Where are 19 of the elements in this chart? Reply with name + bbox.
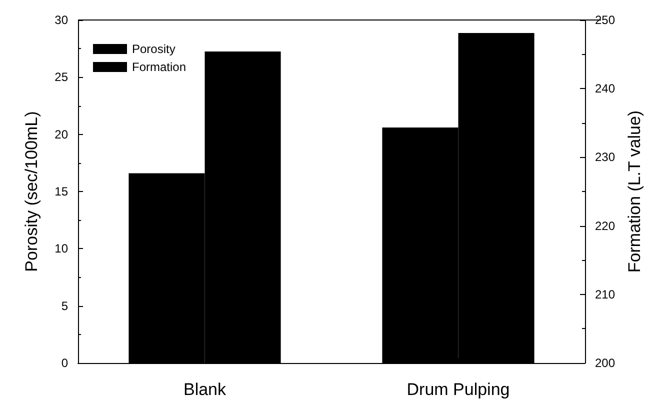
y-tick-label: 5: [61, 298, 68, 313]
y2-tick-label: 200: [595, 356, 616, 370]
y2-tick-label: 220: [595, 218, 616, 233]
y2-axis-title: Formation (L.T value): [624, 110, 644, 273]
y-tick-label: 10: [54, 242, 68, 256]
x-tick-label: Blank: [183, 380, 227, 399]
y-tick-label: 25: [54, 70, 68, 84]
y2-tick-label: 240: [595, 82, 616, 96]
y-axis-title: Porosity (sec/100mL): [22, 111, 41, 272]
y-tick-label: 20: [54, 127, 68, 142]
y-tick-label: 0: [61, 356, 68, 370]
legend-label: Porosity: [132, 42, 176, 56]
y2-tick-label: 250: [595, 13, 616, 27]
y2-tick-label: 210: [595, 287, 616, 302]
x-tick-label: Drum Pulping: [406, 380, 510, 399]
y2-tick-label: 230: [595, 150, 616, 164]
y-tick-label: 30: [54, 13, 68, 27]
legend-label: Formation: [132, 60, 186, 74]
y-tick-label: 15: [54, 184, 68, 198]
